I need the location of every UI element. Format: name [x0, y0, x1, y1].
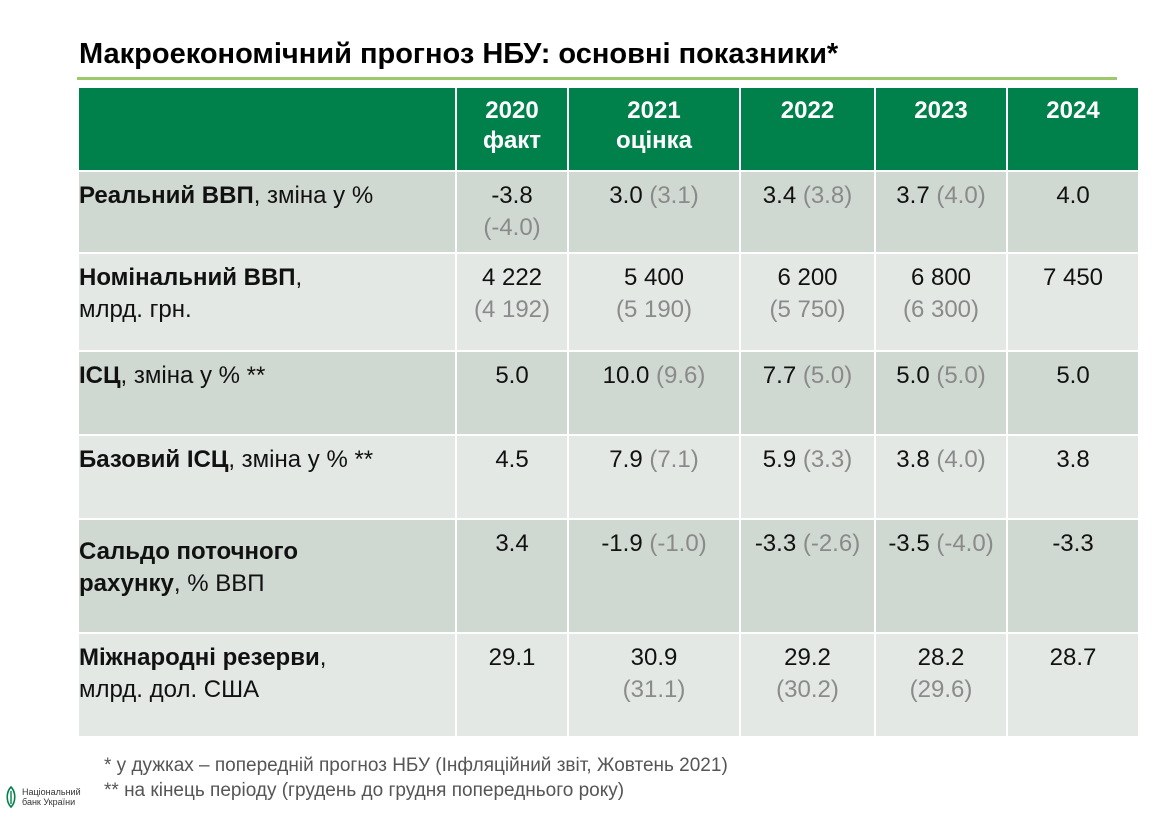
value-cell: 4.0 — [1006, 170, 1140, 254]
nbu-logo-icon — [6, 786, 16, 808]
header-corner — [77, 86, 457, 172]
row-nominal-gdp: Номінальний ВВП, млрд. грн. 4 222 (4 192) … — [77, 252, 1140, 352]
row-current-account: Сальдо поточного рахунку, % ВВП 3.4 -1.9 … — [77, 518, 1140, 634]
value-cell: -3.8 (-4.0) — [455, 170, 569, 254]
value-cell: 6 200 (5 750) — [739, 252, 876, 352]
header-2020: 2020 факт — [455, 86, 569, 172]
value-cell: -1.9 (-1.0) — [567, 518, 741, 634]
value-cell: 3.7 (4.0) — [874, 170, 1008, 254]
value-cell: 5.9 (3.3) — [739, 434, 876, 520]
value-cell: 7.7 (5.0) — [739, 350, 876, 436]
row-label: Реальний ВВП, зміна у % — [77, 170, 457, 254]
value-cell: -3.3 (-2.6) — [739, 518, 876, 634]
value-cell: 10.0 (9.6) — [567, 350, 741, 436]
value-cell: 5.0 — [455, 350, 569, 436]
value-cell: 28.7 — [1006, 632, 1140, 738]
row-label: Базовий ІСЦ, зміна у % ** — [77, 434, 457, 520]
value-cell: 3.0 (3.1) — [567, 170, 741, 254]
value-cell: 29.2 (30.2) — [739, 632, 876, 738]
footnote-1: * у дужках – попередній прогноз НБУ (Інф… — [104, 755, 728, 776]
value-cell: 5.0 — [1006, 350, 1140, 436]
value-cell: -3.3 — [1006, 518, 1140, 634]
row-reserves: Міжнародні резерви, млрд. дол. США 29.1 3… — [77, 632, 1140, 738]
value-cell: 3.8 — [1006, 434, 1140, 520]
header-2024: 2024 — [1006, 86, 1140, 172]
value-cell: 29.1 — [455, 632, 569, 738]
header-2021: 2021 оцінка — [567, 86, 741, 172]
footnote-2: ** на кінець періоду (грудень до грудня … — [104, 780, 625, 801]
value-cell: 3.4 (3.8) — [739, 170, 876, 254]
forecast-table: 2020 факт 2021 оцінка 2022 2023 2024 Реаль… — [77, 86, 1140, 738]
header-2023: 2023 — [874, 86, 1008, 172]
value-cell: 4.5 — [455, 434, 569, 520]
row-label: Сальдо поточного рахунку, % ВВП — [77, 518, 457, 634]
value-cell: 7.9 (7.1) — [567, 434, 741, 520]
page-title: Макроекономічний прогноз НБУ: основні по… — [79, 38, 839, 70]
value-cell: 28.2 (29.6) — [874, 632, 1008, 738]
row-label: ІСЦ, зміна у % ** — [77, 350, 457, 436]
value-cell: 3.4 — [455, 518, 569, 634]
value-cell: 6 800 (6 300) — [874, 252, 1008, 352]
row-label: Міжнародні резерви, млрд. дол. США — [77, 632, 457, 738]
nbu-logo: Національний банк України — [4, 786, 81, 808]
header-2022: 2022 — [739, 86, 876, 172]
value-cell: 7 450 — [1006, 252, 1140, 352]
row-cpi: ІСЦ, зміна у % ** 5.0 10.0 (9.6) 7.7 (5.… — [77, 350, 1140, 436]
value-cell: 4 222 (4 192) — [455, 252, 569, 352]
value-cell: 30.9 (31.1) — [567, 632, 741, 738]
row-label: Номінальний ВВП, млрд. грн. — [77, 252, 457, 352]
value-cell: 3.8 (4.0) — [874, 434, 1008, 520]
value-cell: -3.5 (-4.0) — [874, 518, 1008, 634]
row-real-gdp: Реальний ВВП, зміна у % -3.8 (-4.0) 3.0 (… — [77, 170, 1140, 254]
title-underline — [77, 77, 1117, 80]
footnotes: * у дужках – попередній прогноз НБУ (Інф… — [104, 753, 728, 803]
logo-text: Національний банк України — [22, 787, 81, 807]
value-cell: 5 400 (5 190) — [567, 252, 741, 352]
value-cell: 5.0 (5.0) — [874, 350, 1008, 436]
row-core-cpi: Базовий ІСЦ, зміна у % ** 4.5 7.9 (7.1) … — [77, 434, 1140, 520]
header-row: 2020 факт 2021 оцінка 2022 2023 2024 — [77, 86, 1140, 172]
